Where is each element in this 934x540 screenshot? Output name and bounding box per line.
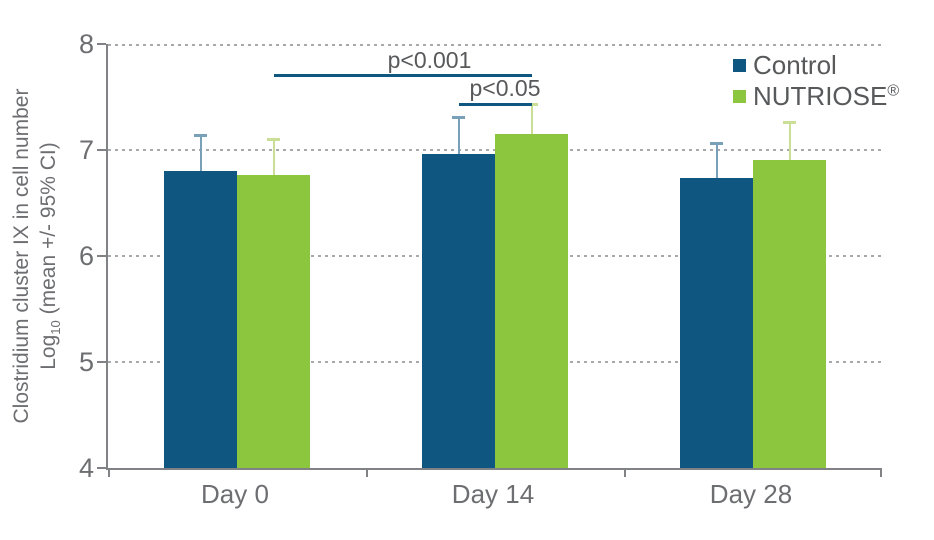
bar-control-day-14: [422, 154, 495, 468]
error-cap-control-day-28: [710, 141, 723, 145]
legend-item-control: Control: [733, 50, 899, 81]
plot-area: p<0.001 p<0.05: [97, 43, 882, 477]
significance-label-0: p<0.001: [387, 47, 472, 73]
legend-label-control: Control: [753, 50, 837, 80]
significance-bracket-1: [458, 103, 532, 106]
error-cap-nutriose-day-14: [525, 103, 538, 107]
bar-nutriose-day-14: [495, 134, 568, 468]
y-axis-title-line1: Clostridium cluster IX in cell number: [10, 88, 33, 424]
legend: Control NUTRIOSE®: [733, 50, 899, 112]
bar-control-day-28: [680, 177, 753, 468]
gridline-y-8: [108, 44, 882, 46]
significance-bracket-0: [273, 74, 532, 77]
y-axis-tick-4: [97, 467, 106, 469]
x-tick-label-day-28: Day 28: [709, 479, 793, 509]
error-bar-nutriose-day-28: [788, 122, 791, 160]
log-subscript: 10: [48, 320, 64, 335]
registered-trademark-symbol: ®: [887, 82, 900, 100]
significance-label-1: p<0.05: [469, 75, 541, 101]
y-axis-title-rest: (mean +/- 95% CI): [37, 142, 60, 321]
y-tick-label-6: 6: [78, 241, 94, 271]
error-cap-nutriose-day-0: [267, 138, 280, 142]
error-bar-nutriose-day-14: [530, 104, 533, 135]
x-axis-tick-0: [108, 468, 110, 477]
error-bar-control-day-28: [715, 142, 718, 178]
y-tick-label-8: 8: [78, 29, 94, 59]
x-axis-tick-2: [624, 468, 626, 477]
legend-item-nutriose: NUTRIOSE®: [733, 81, 899, 112]
bar-control-day-0: [164, 171, 237, 468]
error-cap-nutriose-day-28: [783, 121, 796, 125]
legend-label-nutriose: NUTRIOSE®: [753, 81, 900, 111]
error-bar-nutriose-day-0: [272, 139, 275, 176]
y-axis-tick-8: [97, 43, 106, 45]
control-color-swatch: [733, 59, 746, 72]
y-tick-label-4: 4: [78, 453, 94, 483]
y-tick-label-5: 5: [78, 347, 94, 377]
x-axis-tick-1: [366, 468, 368, 477]
y-axis-tick-7: [97, 149, 106, 151]
bar-nutriose-day-0: [237, 175, 310, 468]
y-axis-tick-6: [97, 255, 106, 257]
x-tick-label-day-14: Day 14: [451, 479, 535, 509]
x-axis-tick-3: [880, 468, 882, 477]
error-bar-control-day-14: [457, 117, 460, 155]
y-axis-tick-5: [97, 361, 106, 363]
nutriose-color-swatch: [733, 90, 746, 103]
bar-nutriose-day-28: [753, 159, 826, 468]
error-bar-control-day-0: [199, 135, 202, 172]
error-cap-control-day-14: [452, 116, 465, 120]
error-cap-control-day-0: [194, 134, 207, 138]
x-tick-label-day-0: Day 0: [201, 479, 269, 509]
y-tick-label-7: 7: [78, 135, 94, 165]
